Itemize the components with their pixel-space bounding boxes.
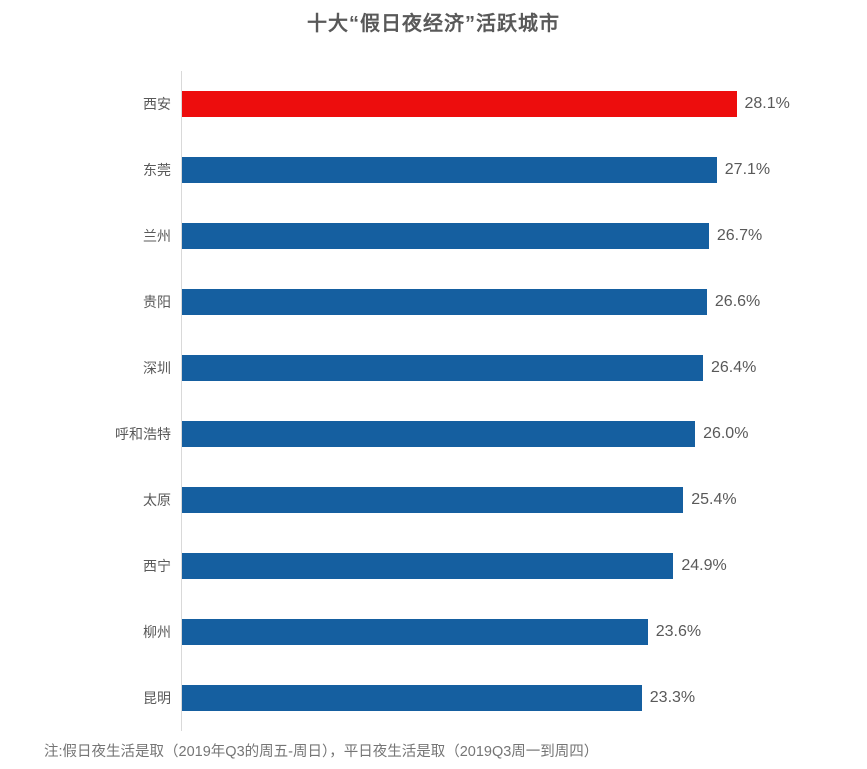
category-label: 太原 — [143, 492, 171, 508]
bar-row: 柳州 23.6% — [0, 599, 867, 665]
bar-track: 23.6% — [181, 599, 867, 665]
bar — [182, 157, 717, 183]
bar — [182, 289, 707, 315]
bar-track: 26.4% — [181, 335, 867, 401]
bar-track: 23.3% — [181, 665, 867, 731]
bar — [182, 553, 674, 579]
bar-row: 东莞 27.1% — [0, 137, 867, 203]
category-label: 西安 — [143, 96, 171, 112]
bar — [182, 223, 709, 249]
bar-row: 呼和浩特 26.0% — [0, 401, 867, 467]
bar-track: 25.4% — [181, 467, 867, 533]
value-label: 26.0% — [703, 425, 749, 442]
value-label: 26.7% — [716, 227, 763, 244]
bar — [182, 355, 703, 381]
category-label: 柳州 — [143, 624, 171, 640]
bar-track: 28.1% — [181, 71, 867, 137]
bar-chart: 西安 28.1% 东莞 27.1% 兰州 26.7% 贵阳 26.6% 深圳 26.4% 呼和浩特 2… — [0, 71, 867, 731]
bar-row: 西安 28.1% — [0, 71, 867, 137]
category-label: 呼和浩特 — [115, 426, 171, 442]
value-label: 23.6% — [655, 623, 702, 640]
category-label: 深圳 — [143, 360, 171, 376]
bar-row: 深圳 26.4% — [0, 335, 867, 401]
bar-track: 26.6% — [181, 269, 867, 335]
category-label: 西宁 — [143, 558, 171, 574]
bar — [182, 421, 696, 447]
value-label: 27.1% — [724, 161, 771, 178]
bar — [182, 685, 642, 711]
value-label: 25.4% — [691, 491, 737, 508]
bar-track: 24.9% — [181, 533, 867, 599]
bar-row: 昆明 23.3% — [0, 665, 867, 731]
footnote: 注:假日夜生活是取（2019年Q3的周五-周日），平日夜生活是取（2019Q3周… — [44, 744, 599, 760]
bar — [182, 619, 648, 645]
category-label: 贵阳 — [143, 294, 171, 310]
value-label: 28.1% — [744, 95, 790, 112]
value-label: 26.4% — [710, 359, 757, 376]
bar-track: 26.0% — [181, 401, 867, 467]
bar-row: 西宁 24.9% — [0, 533, 867, 599]
highlighted-bar — [182, 91, 737, 117]
bar — [182, 487, 684, 513]
value-label: 26.6% — [714, 293, 761, 310]
chart-title: 十大“假日夜经济”活跃城市 — [307, 13, 560, 35]
bar-track: 26.7% — [181, 203, 867, 269]
category-label: 兰州 — [143, 228, 171, 244]
value-label: 23.3% — [649, 689, 696, 706]
category-label: 昆明 — [143, 690, 171, 706]
category-label: 东莞 — [143, 162, 171, 178]
bar-track: 27.1% — [181, 137, 867, 203]
bar-row: 兰州 26.7% — [0, 203, 867, 269]
bar-row: 太原 25.4% — [0, 467, 867, 533]
bar-row: 贵阳 26.6% — [0, 269, 867, 335]
value-label: 24.9% — [681, 557, 727, 574]
